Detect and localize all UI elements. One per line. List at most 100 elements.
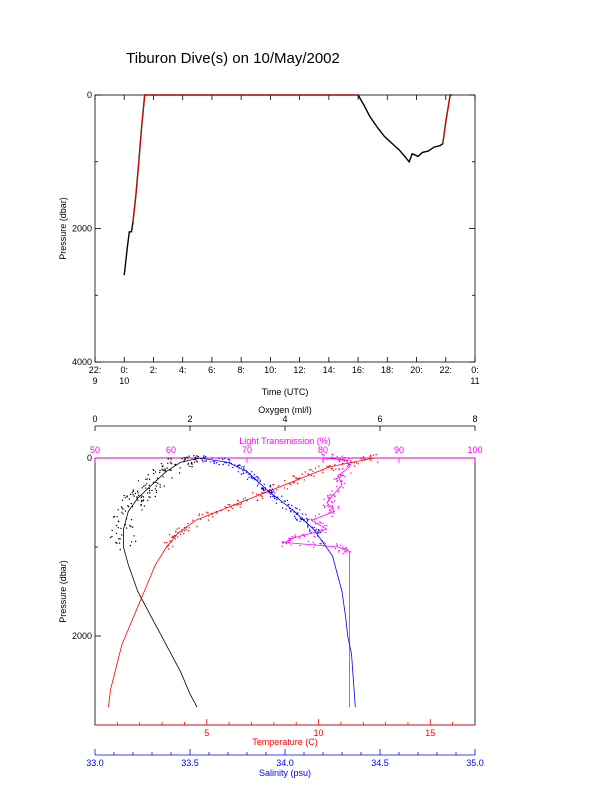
salinity-psu-point	[293, 511, 295, 513]
oxygen-ml-l-point	[203, 456, 205, 459]
temperature-c-point	[171, 536, 173, 539]
light-transmission-point	[294, 534, 296, 536]
light-transmission-point	[331, 515, 333, 518]
light-transmission-point	[338, 468, 340, 470]
light-transmission-point	[328, 512, 330, 514]
temperature-c-point	[353, 461, 356, 463]
salinity-psu-point	[296, 507, 298, 510]
oxygen-ml-l-point	[132, 490, 135, 493]
salinity-psu-point	[243, 467, 245, 469]
oxygen-ml-l-point	[159, 486, 161, 488]
light-transmission-point	[329, 509, 331, 512]
temperature-c-point	[326, 465, 328, 468]
temperature-c-point	[307, 473, 309, 475]
temperature-c-point	[184, 529, 186, 532]
salinity-psu-point	[313, 526, 315, 529]
oxygen-ml-l-point	[154, 471, 157, 473]
x-tick-label: 22:	[440, 365, 453, 375]
temperature-c-point	[295, 477, 297, 479]
temperature-c-point	[207, 512, 209, 514]
temperature-c-point	[343, 460, 346, 462]
x-tick-label: 6:	[208, 365, 216, 375]
oxygen-ml-l-point	[142, 496, 145, 498]
temperature-c-point	[239, 503, 241, 506]
light-transmission-point	[317, 523, 319, 525]
salinity-psu-point	[290, 510, 292, 513]
oxygen-ml-l-point	[148, 490, 151, 492]
temperature-c-point	[329, 464, 331, 467]
temperature-c-point	[188, 527, 190, 529]
oxygen-ml-l-point	[134, 540, 137, 542]
oxygen-ml-l-point	[178, 472, 181, 474]
oxygen-ml-l-point	[136, 497, 138, 499]
oxygen-ml-l-point	[184, 458, 186, 461]
temperature-c-point	[187, 522, 189, 525]
oxygen-ml-l-point	[146, 483, 148, 485]
light-transmission-point	[341, 468, 344, 470]
oxygen-ml-l-point	[152, 481, 155, 484]
salinity-psu-point	[255, 476, 257, 478]
salinity-psu-point	[319, 543, 321, 545]
x-tick-label: 8:	[237, 365, 245, 375]
oxygen-tick-label: 4	[282, 414, 287, 424]
oxygen-ml-l-point	[137, 480, 140, 482]
light-transmission-point	[324, 542, 326, 544]
temperature-c-point	[174, 538, 176, 540]
salinity-psu-point	[213, 462, 215, 465]
oxygen-ml-l-point	[197, 457, 199, 460]
oxygen-ml-l-point	[167, 462, 169, 464]
oxygen-ml-l-point	[179, 467, 181, 469]
temperature-c-point	[362, 456, 365, 458]
temperature-c-point	[175, 531, 177, 533]
oxygen-ml-l-point	[133, 495, 135, 497]
temperature-c-point	[369, 455, 371, 458]
light-transmission-point	[322, 545, 324, 547]
salinity-psu-point	[262, 487, 265, 490]
oxygen-ml-l-point	[188, 455, 190, 457]
oxygen-ml-l-point	[154, 488, 156, 490]
temperature-c-point	[166, 542, 168, 544]
oxygen-ml-l-point	[145, 478, 147, 480]
light-transmission-point	[308, 518, 310, 520]
light-transmission-point	[332, 510, 335, 513]
oxygen-ml-l-point	[181, 458, 183, 460]
temperature-c-point	[171, 535, 173, 537]
oxygen-ml-l-point	[146, 478, 148, 480]
light-transmission-point	[291, 535, 293, 538]
salinity-psu-point	[307, 523, 309, 526]
light-transmission-point	[342, 552, 344, 555]
temperature-c-point	[237, 499, 239, 502]
light-transmission-point	[332, 494, 335, 496]
light-transmission-point	[331, 453, 333, 456]
oxygen-ml-l-profile	[123, 457, 200, 708]
light-transmission-point	[333, 478, 335, 480]
temperature-c-point	[246, 499, 248, 501]
temperature-c-point	[376, 461, 379, 463]
oxygen-ml-l-point	[159, 469, 161, 472]
temperature-c-point	[277, 485, 280, 487]
y-tick-label: 0	[87, 453, 92, 463]
oxygen-ml-l-point	[111, 535, 113, 538]
temperature-c-point	[355, 462, 358, 464]
temperature-c-point	[244, 497, 246, 499]
temperature-c-point	[169, 540, 171, 542]
light-transmission-point	[349, 464, 352, 466]
salinity-psu-point	[232, 466, 234, 469]
x-tick-label: 10:	[264, 365, 277, 375]
oxygen-ml-l-point	[136, 490, 139, 492]
salinity-psu-point	[263, 483, 265, 486]
light-transmission-point	[342, 474, 345, 476]
oxygen-ml-l-point	[143, 485, 145, 487]
temperature-tick-label: 5	[204, 728, 209, 738]
oxygen-ml-l-point	[147, 492, 149, 494]
oxygen-ml-l-point	[129, 544, 132, 547]
light-transmission-point	[326, 504, 328, 507]
salinity-psu-point	[246, 471, 248, 473]
temperature-c-point	[260, 495, 262, 497]
oxygen-ml-l-point	[118, 542, 121, 544]
salinity-psu-point	[317, 535, 319, 537]
salinity-psu-point	[291, 504, 293, 507]
temperature-c-point	[207, 519, 210, 521]
oxygen-ml-l-point	[125, 527, 128, 529]
salinity-psu-point	[243, 465, 245, 468]
